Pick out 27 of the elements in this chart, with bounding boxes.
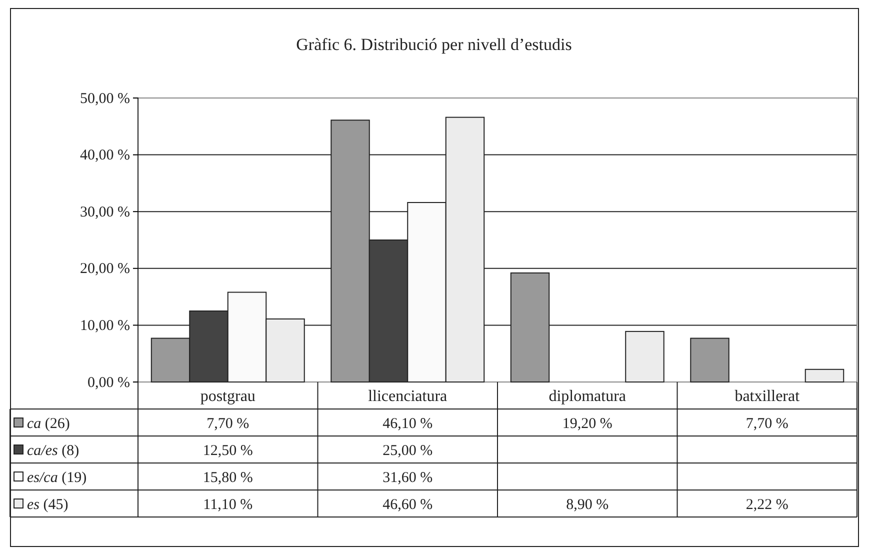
x-tick-label: batxillerat bbox=[734, 388, 800, 405]
data-label: 25,00 % bbox=[382, 443, 433, 459]
y-tick-label: 30,00 % bbox=[80, 204, 130, 220]
data-label: 7,70 % bbox=[206, 416, 250, 432]
data-label: 12,50 % bbox=[202, 443, 253, 459]
x-tick-label: postgrau bbox=[200, 388, 256, 405]
y-tick-label: 20,00 % bbox=[80, 261, 130, 278]
data-label: 11,10 % bbox=[203, 497, 253, 513]
chart-title: Gràfic 6. Distribució per nivell d’estudis bbox=[296, 35, 572, 54]
x-tick-label: llicenciatura bbox=[368, 388, 448, 405]
data-label: 7,70 % bbox=[746, 416, 788, 432]
x-tick-label: diplomatura bbox=[548, 388, 626, 405]
data-label: 15,80 % bbox=[202, 470, 253, 486]
y-tick-label: 40,00 % bbox=[80, 148, 130, 164]
data-label: 46,10 % bbox=[382, 416, 433, 432]
data-label: 46,60 % bbox=[382, 497, 433, 513]
legend-label: ca/es (8) bbox=[27, 443, 80, 459]
y-tick-label: 0,00 % bbox=[88, 374, 130, 391]
legend-label: ca (26) bbox=[27, 416, 70, 432]
data-label: 2,22 % bbox=[746, 497, 788, 513]
legend-label: es (45) bbox=[27, 497, 68, 513]
data-label: 31,60 % bbox=[382, 470, 433, 486]
legend-label: es/ca (19) bbox=[27, 470, 87, 486]
y-tick-label: 10,00 % bbox=[80, 318, 130, 334]
y-tick-label: 50,00 % bbox=[80, 90, 130, 107]
data-label: 19,20 % bbox=[562, 416, 612, 432]
data-label: 8,90 % bbox=[566, 497, 609, 513]
